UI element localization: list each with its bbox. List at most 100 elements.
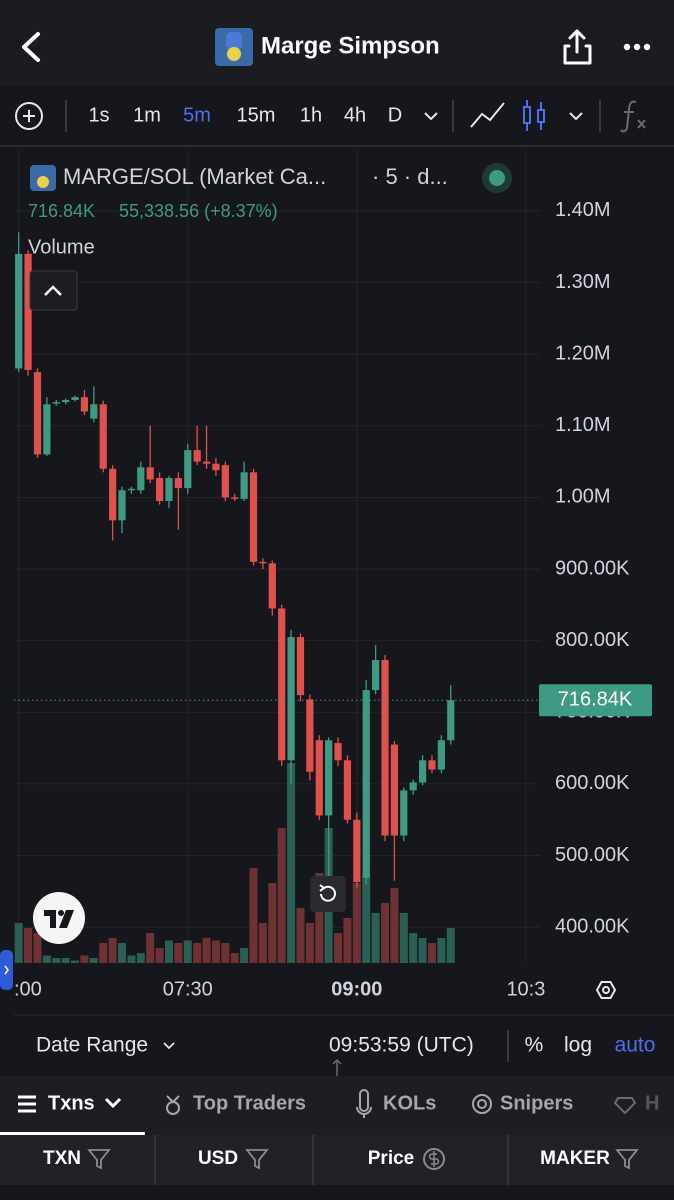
volume-bar [427,943,436,963]
tab[interactable]: Top Traders [193,1092,306,1114]
interval-button[interactable]: 1m [133,104,161,126]
volume-bar [268,883,277,963]
more-button[interactable] [623,43,651,51]
currency-icon [423,1148,445,1170]
volume-bar [258,923,267,963]
price-change: 55,338.56 (+8.37%) [119,201,278,221]
candle-body [118,490,126,521]
tab[interactable]: Snipers [500,1092,573,1114]
column-header[interactable]: TXN [43,1148,81,1169]
candle-body [400,790,408,836]
percent-toggle[interactable]: % [525,1034,544,1057]
candle-body [155,478,164,501]
candle-body [52,402,60,404]
candle-body [231,497,239,499]
filter-icon[interactable] [615,1149,639,1170]
x-tick-label: 07:30 [163,978,213,1000]
candle-body [43,404,51,455]
interval-button[interactable]: 1s [88,104,109,126]
x-tick-label: 10:3 [506,978,545,1000]
candle-body [184,450,192,489]
header-bar [0,0,674,86]
volume-bar [174,943,183,963]
date-range-chevron [163,1042,175,1050]
candle-body [418,760,427,783]
candle-body [409,782,417,791]
y-tick-label: 1.00M [555,486,611,508]
volume-bar [118,943,127,963]
active-tab-underline [0,1132,145,1135]
add-indicator-button[interactable] [15,102,43,130]
volume-bar [211,940,220,963]
candle-body [165,478,173,501]
side-handle-icon [4,965,9,975]
reset-button[interactable] [310,876,346,912]
line-chart-button[interactable] [470,102,505,128]
column-header[interactable]: MAKER [540,1148,610,1169]
candle-body [193,450,201,462]
filter-icon[interactable] [245,1149,269,1170]
settings-button[interactable] [595,981,617,999]
candle-body [33,372,42,455]
interval-button[interactable]: 4h [344,104,366,126]
interval-button[interactable]: 1h [300,104,322,126]
candle-chart-button[interactable] [523,100,545,131]
interval-button[interactable]: 5m [183,104,211,126]
candle-body [71,397,79,400]
candle-body [259,561,267,564]
tab[interactable]: H [645,1092,659,1114]
interval-button[interactable]: 15m [237,104,276,126]
volume-bar [296,908,305,963]
y-tick-label: 400.00K [555,915,630,937]
table-header [0,1135,674,1185]
top-traders-icon [166,1095,180,1104]
column-header[interactable]: USD [198,1148,238,1169]
candle-body [24,253,32,370]
column-header[interactable]: Price [368,1148,414,1169]
auto-toggle[interactable]: auto [615,1034,656,1057]
candle-body [372,660,380,691]
candle-body [202,461,211,464]
chart-type-dropdown[interactable] [569,112,583,121]
y-tick-label: 600.00K [555,772,630,794]
volume-bar [418,938,427,963]
candle-body [296,637,305,696]
volume-bar [193,943,202,963]
filter-icon[interactable] [87,1149,111,1170]
volume-bar [71,960,80,963]
chart-legend: MARGE/SOL (Market Ca... · 5 · d... 716.8… [28,163,512,311]
date-range-button[interactable]: Date Range [36,1034,148,1057]
symbol: MARGE/SOL (Market Ca... [63,164,326,189]
status-dot [489,170,505,186]
candle-body [381,660,389,836]
volume-bar [155,948,164,963]
price-tag-label: 716.84K [558,689,633,711]
snipers-icon [477,1099,487,1109]
interval-button[interactable]: D [388,104,402,126]
volume-bar [371,913,380,963]
volume-bar [14,923,23,963]
volume-bar [446,928,455,963]
header-title: Marge Simpson [261,32,440,59]
volume-bar [381,903,390,963]
candle-body [362,690,370,878]
interval-dropdown[interactable] [424,112,438,121]
tab[interactable]: KOLs [383,1092,436,1114]
collapse-button[interactable] [29,270,78,311]
volume-bar [287,763,296,963]
back-button[interactable] [22,32,40,62]
y-tick-label: 900.00K [555,557,630,579]
share-button[interactable] [563,29,592,65]
y-tick-label: 1.30M [555,271,611,293]
log-toggle[interactable]: log [564,1034,592,1057]
volume-bar [164,940,173,963]
settings-icon [602,986,610,994]
indicators-button[interactable] [620,100,646,133]
legend-avatar-face [37,176,49,188]
volume-bar [202,938,211,963]
y-tick-label: 500.00K [555,844,630,866]
tab[interactable]: Txns [48,1092,95,1114]
y-tick-label: 800.00K [555,629,630,651]
side-handle[interactable] [0,950,13,990]
